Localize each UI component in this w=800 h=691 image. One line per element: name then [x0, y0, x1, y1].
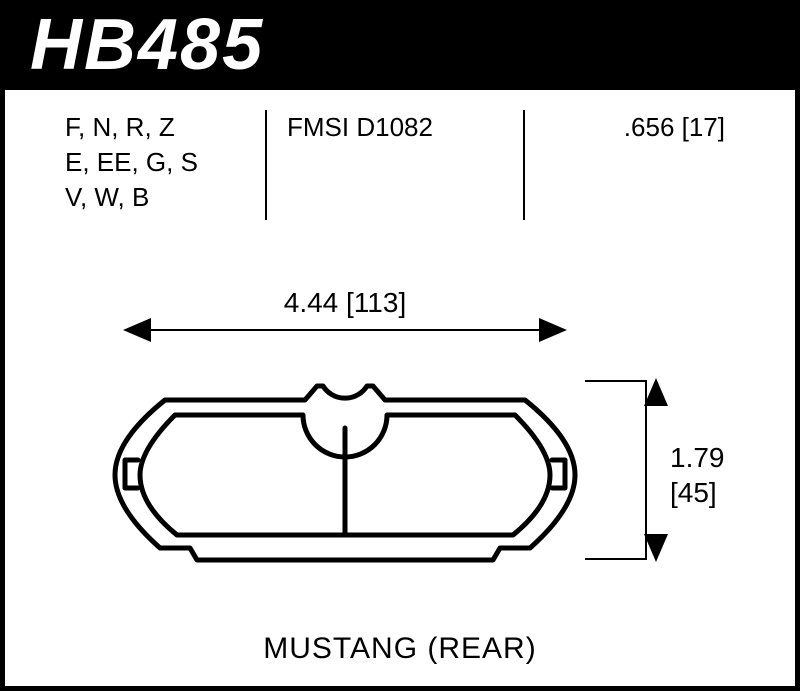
height-inches: 1.79	[670, 440, 725, 475]
fmsi-column: FMSI D1082	[265, 110, 525, 220]
compounds-line3: V, W, B	[65, 180, 265, 215]
compounds-line1: F, N, R, Z	[65, 110, 265, 145]
fmsi-code: FMSI D1082	[287, 110, 523, 145]
diagram-area: F, N, R, Z E, EE, G, S V, W, B FMSI D108…	[0, 90, 800, 691]
part-number: HB485	[30, 4, 264, 86]
arrow-right-icon	[539, 318, 567, 342]
thickness-column: .656 [17]	[525, 110, 735, 220]
height-arrow-line	[645, 380, 647, 560]
width-label: 4.44 [113]	[125, 287, 565, 319]
header-bar: HB485	[0, 0, 800, 90]
application-label: MUSTANG (REAR)	[5, 632, 795, 666]
arrow-left-icon	[123, 318, 151, 342]
arrow-down-icon	[644, 534, 668, 562]
height-ext-top	[585, 380, 645, 382]
brake-pad-outline	[105, 380, 585, 570]
info-row: F, N, R, Z E, EE, G, S V, W, B FMSI D108…	[65, 110, 735, 220]
height-ext-bottom	[585, 558, 645, 560]
thickness-value: .656 [17]	[545, 110, 725, 145]
width-arrow-line	[125, 329, 565, 331]
height-mm: [45]	[670, 475, 725, 510]
compounds-column: F, N, R, Z E, EE, G, S V, W, B	[65, 110, 265, 220]
compounds-line2: E, EE, G, S	[65, 145, 265, 180]
arrow-up-icon	[644, 378, 668, 406]
width-dimension: 4.44 [113]	[125, 315, 565, 319]
height-dimension: 1.79 [45]	[635, 380, 755, 560]
height-label: 1.79 [45]	[670, 440, 725, 510]
